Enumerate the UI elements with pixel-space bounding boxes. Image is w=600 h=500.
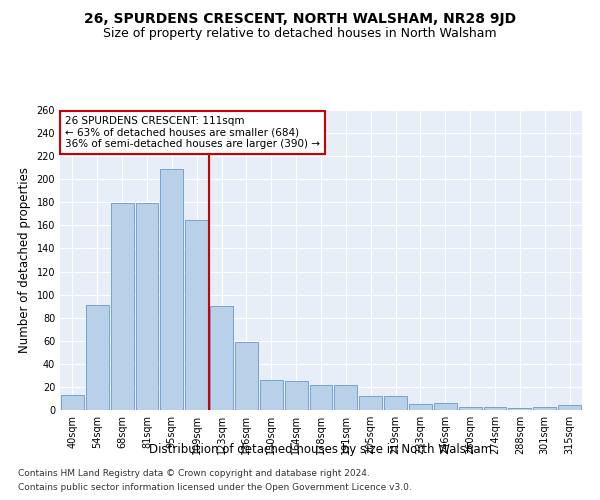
Text: 26, SPURDENS CRESCENT, NORTH WALSHAM, NR28 9JD: 26, SPURDENS CRESCENT, NORTH WALSHAM, NR… <box>84 12 516 26</box>
Bar <box>136 204 158 410</box>
Text: Contains HM Land Registry data © Crown copyright and database right 2024.: Contains HM Land Registry data © Crown c… <box>18 468 370 477</box>
Y-axis label: Number of detached properties: Number of detached properties <box>18 167 31 353</box>
Bar <box>384 396 407 410</box>
Bar <box>334 384 357 410</box>
Bar <box>359 396 382 410</box>
Bar <box>260 380 283 410</box>
Bar <box>310 384 332 410</box>
Bar <box>484 406 506 410</box>
Bar <box>285 381 308 410</box>
Bar <box>61 395 84 410</box>
Bar <box>160 169 183 410</box>
Bar <box>235 342 258 410</box>
Text: 26 SPURDENS CRESCENT: 111sqm
← 63% of detached houses are smaller (684)
36% of s: 26 SPURDENS CRESCENT: 111sqm ← 63% of de… <box>65 116 320 149</box>
Bar <box>434 403 457 410</box>
Text: Distribution of detached houses by size in North Walsham: Distribution of detached houses by size … <box>149 442 493 456</box>
Text: Size of property relative to detached houses in North Walsham: Size of property relative to detached ho… <box>103 28 497 40</box>
Text: Contains public sector information licensed under the Open Government Licence v3: Contains public sector information licen… <box>18 484 412 492</box>
Bar <box>459 406 482 410</box>
Bar <box>533 406 556 410</box>
Bar <box>185 220 208 410</box>
Bar <box>558 406 581 410</box>
Bar <box>409 404 432 410</box>
Bar <box>508 408 531 410</box>
Bar <box>86 305 109 410</box>
Bar <box>111 204 134 410</box>
Bar <box>210 306 233 410</box>
